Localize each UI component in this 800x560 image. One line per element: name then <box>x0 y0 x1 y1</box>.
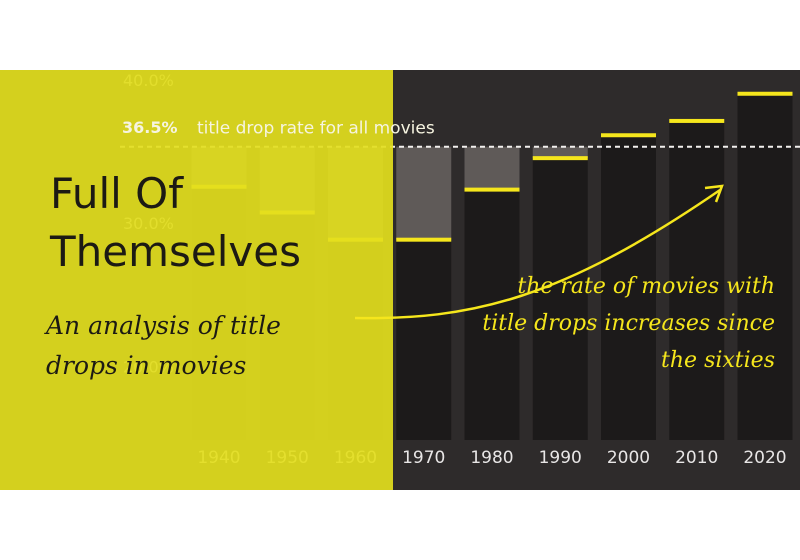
title-panel <box>0 70 393 490</box>
bar <box>396 239 452 440</box>
x-tick-label: 1990 <box>539 448 582 468</box>
x-tick-label: 2020 <box>743 448 786 468</box>
bar-value-line <box>464 187 520 192</box>
bar-value-line <box>737 91 793 96</box>
x-tick-label: 1980 <box>470 448 513 468</box>
title: Full Of Themselves <box>50 169 301 276</box>
bar <box>601 135 656 440</box>
bar-value-line <box>669 118 725 123</box>
x-tick-label: 1970 <box>402 448 445 468</box>
bar <box>669 120 725 440</box>
reference-text: title drop rate for all movies <box>197 119 435 139</box>
subtitle: An analysis of title drops in movies <box>46 311 281 380</box>
bar-value-line <box>532 156 588 161</box>
bar <box>464 189 520 440</box>
bar-value-line <box>396 237 452 242</box>
annotation: the rate of movies with title drops incr… <box>482 274 775 373</box>
x-tick-label: 2010 <box>675 448 718 468</box>
bar <box>532 158 588 440</box>
annotation-arrowhead <box>704 184 724 203</box>
bar-value-line <box>601 133 656 138</box>
reference-label: 36.5% <box>122 118 178 137</box>
annotation-arrow <box>354 188 721 320</box>
bar-gap <box>464 146 520 190</box>
bar-gap <box>396 146 452 240</box>
bar <box>737 93 793 440</box>
bar-gap <box>532 146 588 159</box>
x-tick-label: 2000 <box>607 448 650 468</box>
